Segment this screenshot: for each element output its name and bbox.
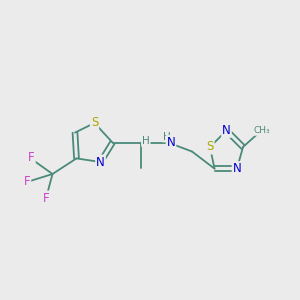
Text: S: S <box>91 116 98 130</box>
Text: F: F <box>43 191 50 205</box>
Text: F: F <box>28 151 35 164</box>
Text: N: N <box>232 162 242 175</box>
Text: N: N <box>96 155 105 169</box>
Text: CH₃: CH₃ <box>253 126 270 135</box>
Text: H: H <box>142 136 150 146</box>
Text: N: N <box>167 136 176 149</box>
Text: H: H <box>163 131 170 142</box>
Text: S: S <box>206 140 214 154</box>
Text: N: N <box>222 124 231 137</box>
Text: F: F <box>24 175 30 188</box>
